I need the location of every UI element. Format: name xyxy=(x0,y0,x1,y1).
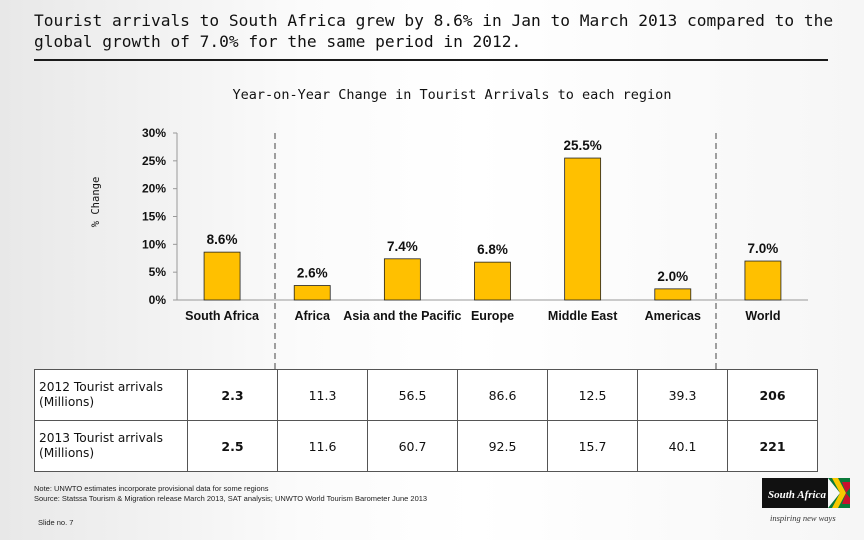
table-cell: 221 xyxy=(727,420,818,472)
table-cell: 86.6 xyxy=(457,369,548,421)
data-label: 2.6% xyxy=(297,266,328,281)
data-label: 7.4% xyxy=(387,239,418,254)
bar xyxy=(654,288,692,301)
category-label: Africa xyxy=(294,309,330,323)
table-cell: 2.5 xyxy=(187,420,278,472)
south-africa-logo: South Africa xyxy=(762,478,850,508)
category-label: World xyxy=(745,309,780,323)
headline-rule xyxy=(34,59,828,61)
logo-tagline: inspiring new ways xyxy=(770,513,836,523)
notes: Note: UNWTO estimates incorporate provis… xyxy=(34,484,427,504)
bar xyxy=(474,261,511,301)
table-row: 2012 Tourist arrivals (Millions) 2.3 11.3 5… xyxy=(34,369,818,421)
y-tick-label: 0% xyxy=(149,293,167,307)
bar xyxy=(293,285,331,301)
slide-headline: Tourist arrivals to South Africa grew by… xyxy=(34,11,834,51)
arrivals-table: 2012 Tourist arrivals (Millions) 2.3 11.3 5… xyxy=(34,369,818,472)
bar xyxy=(564,157,602,301)
bar xyxy=(383,258,421,301)
table-cell: 12.5 xyxy=(547,369,638,421)
data-label: 8.6% xyxy=(207,232,238,247)
svg-text:South Africa: South Africa xyxy=(768,489,826,501)
category-label: South Africa xyxy=(185,309,260,323)
y-tick-label: 30% xyxy=(142,126,166,140)
bar xyxy=(744,260,782,301)
data-label: 2.0% xyxy=(657,269,688,284)
table-cell: 2.3 xyxy=(187,369,278,421)
category-label: Asia and the Pacific xyxy=(343,309,461,323)
table-row: 2013 Tourist arrivals (Millions) 2.5 11.6 6… xyxy=(34,420,818,472)
y-tick-label: 5% xyxy=(149,265,167,279)
category-label: Middle East xyxy=(548,309,618,323)
data-label: 25.5% xyxy=(564,138,602,153)
table-cell: 39.3 xyxy=(637,369,728,421)
table-cell: 92.5 xyxy=(457,420,548,472)
chart-title: Year-on-Year Change in Tourist Arrivals … xyxy=(232,87,672,103)
table-cell: 15.7 xyxy=(547,420,638,472)
note-line: Note: UNWTO estimates incorporate provis… xyxy=(34,484,269,493)
data-label: 7.0% xyxy=(748,241,779,256)
y-tick-label: 25% xyxy=(142,154,166,168)
category-label: Europe xyxy=(471,309,514,323)
y-tick-label: 15% xyxy=(142,210,166,224)
y-tick-label: 20% xyxy=(142,182,166,196)
source-line: Source: Statssa Tourism & Migration rele… xyxy=(34,494,428,503)
row-label: 2013 Tourist arrivals (Millions) xyxy=(34,420,188,472)
data-label: 6.8% xyxy=(477,242,508,257)
table-cell: 40.1 xyxy=(637,420,728,472)
table-cell: 11.6 xyxy=(277,420,368,472)
slide-number: Slide no. 7 xyxy=(38,518,74,527)
category-label: Americas xyxy=(645,309,701,323)
bar xyxy=(203,251,241,301)
table-cell: 206 xyxy=(727,369,818,421)
y-tick-label: 10% xyxy=(142,237,166,251)
row-label: 2012 Tourist arrivals (Millions) xyxy=(34,369,188,421)
table-cell: 56.5 xyxy=(367,369,458,421)
table-cell: 11.3 xyxy=(277,369,368,421)
table-cell: 60.7 xyxy=(367,420,458,472)
